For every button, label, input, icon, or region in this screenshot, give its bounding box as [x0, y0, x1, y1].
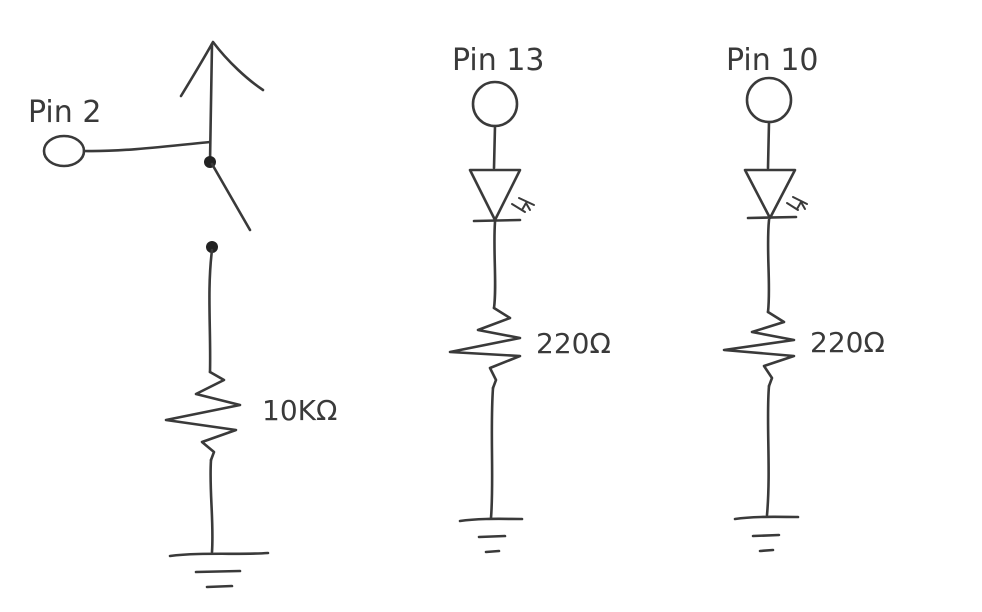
ground-symbol [168, 551, 270, 589]
resistor-ground-wire [489, 386, 495, 520]
vcc-arrow-symbol [179, 40, 265, 164]
circuit-pin-13: Pin 13 220Ω [448, 43, 611, 554]
pin-13-wire [492, 124, 497, 170]
resistor-220-value: 220Ω [810, 326, 885, 359]
switch-lever [210, 162, 252, 232]
resistor-220-value: 220Ω [536, 327, 611, 360]
switch-symbol [204, 156, 252, 253]
resistor-220-symbol [448, 306, 522, 390]
resistor-ground-wire [765, 384, 771, 517]
circuit-pin-2: Pin 2 10KΩ [28, 40, 337, 589]
pin-13-terminal [471, 80, 519, 128]
pin-2-terminal [42, 134, 86, 168]
led-symbol [743, 168, 808, 220]
led-resistor-wire [492, 220, 497, 310]
resistor-220-symbol [722, 310, 796, 388]
led-symbol [468, 168, 535, 223]
led-resistor-wire [766, 218, 771, 314]
switch-resistor-wire [208, 248, 214, 374]
resistor-ground-wire [209, 458, 214, 554]
pin-10-wire [766, 120, 771, 170]
pin-13-label: Pin 13 [452, 43, 545, 78]
pin-2-label: Pin 2 [28, 95, 101, 130]
resistor-10k-value: 10KΩ [262, 394, 337, 427]
pin-2-wire [82, 140, 212, 153]
ground-symbol [458, 517, 524, 554]
resistor-10k-symbol [164, 370, 242, 462]
pin-10-label: Pin 10 [726, 43, 819, 78]
pin-10-terminal [745, 76, 793, 124]
switch-contact-bottom [206, 241, 218, 253]
circuit-pin-10: Pin 10 220Ω [722, 43, 885, 553]
ground-symbol [733, 515, 800, 553]
